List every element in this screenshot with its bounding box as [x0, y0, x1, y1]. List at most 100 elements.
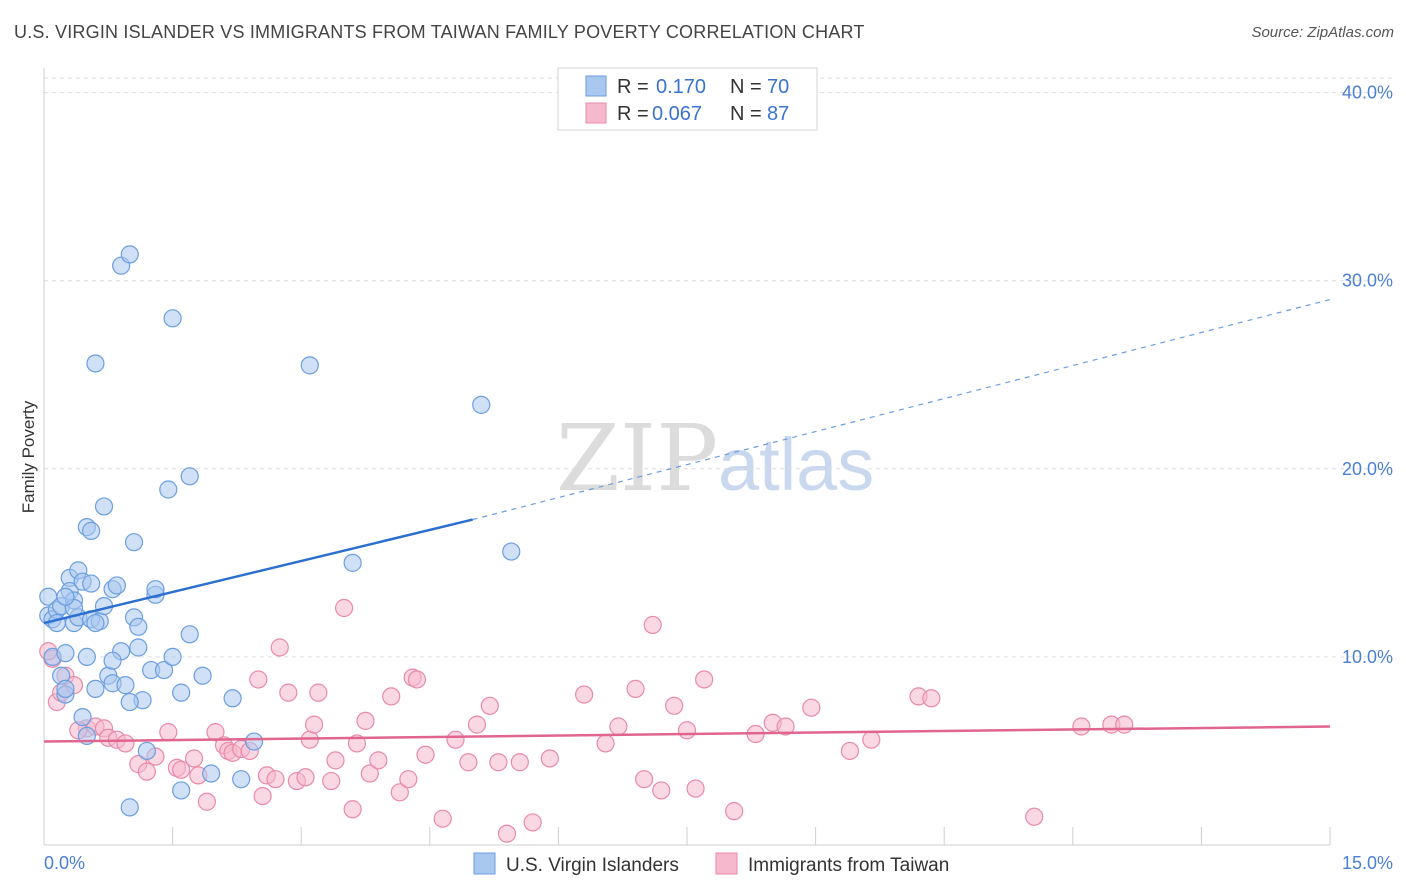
point-immigrants-from-taiwan: [695, 670, 714, 689]
trend-lines: [43, 298, 1331, 743]
y-tick-label: 40.0%: [1342, 83, 1393, 103]
point-immigrants-from-taiwan: [270, 638, 289, 657]
point-us-virgin-islanders: [180, 625, 199, 644]
trend-line-extension-us-virgin-islanders: [472, 298, 1331, 521]
y-tick-label: 30.0%: [1342, 271, 1393, 291]
point-immigrants-from-taiwan: [652, 781, 671, 800]
point-immigrants-from-taiwan: [596, 734, 615, 753]
series-legend: U.S. Virgin Islanders Immigrants from Ta…: [473, 852, 949, 876]
series-us-virgin-islanders: [39, 245, 521, 817]
point-us-virgin-islanders: [86, 613, 105, 633]
point-us-virgin-islanders: [82, 574, 101, 593]
point-immigrants-from-taiwan: [480, 696, 499, 715]
x-tick-labels: 0.0% 15.0%: [44, 853, 1393, 873]
point-immigrants-from-taiwan: [197, 792, 216, 811]
point-immigrants-from-taiwan: [416, 745, 435, 764]
point-immigrants-from-taiwan: [540, 749, 559, 768]
point-immigrants-from-taiwan: [459, 753, 478, 772]
point-us-virgin-islanders: [472, 395, 491, 414]
point-immigrants-from-taiwan: [725, 802, 744, 821]
point-us-virgin-islanders: [502, 542, 521, 561]
point-immigrants-from-taiwan: [382, 687, 401, 706]
y-tick-label: 10.0%: [1342, 647, 1393, 667]
point-immigrants-from-taiwan: [266, 770, 285, 789]
point-us-virgin-islanders: [129, 638, 148, 657]
point-us-virgin-islanders: [103, 651, 122, 670]
legend-r-value: 0.170: [656, 76, 706, 98]
point-us-virgin-islanders: [107, 576, 126, 595]
point-us-virgin-islanders: [172, 683, 191, 702]
watermark-atlas: atlas: [718, 423, 874, 506]
y-tick-labels: 10.0% 20.0% 30.0% 40.0%: [1342, 83, 1393, 667]
point-immigrants-from-taiwan: [467, 715, 487, 734]
point-us-virgin-islanders: [94, 497, 114, 516]
point-us-virgin-islanders: [120, 798, 139, 817]
point-immigrants-from-taiwan: [489, 753, 508, 772]
legend-n-value: 70: [767, 76, 789, 98]
y-tick-label: 20.0%: [1342, 459, 1393, 479]
point-us-virgin-islanders: [120, 245, 139, 264]
point-us-virgin-islanders: [180, 467, 199, 486]
point-us-virgin-islanders: [202, 764, 221, 783]
point-immigrants-from-taiwan: [862, 730, 881, 749]
point-us-virgin-islanders: [47, 613, 66, 633]
x-tick-label-max: 15.0%: [1342, 853, 1393, 873]
point-immigrants-from-taiwan: [523, 813, 542, 832]
point-immigrants-from-taiwan: [137, 762, 156, 781]
point-us-virgin-islanders: [159, 480, 178, 499]
point-immigrants-from-taiwan: [184, 749, 204, 768]
legend-n-label: N =: [730, 76, 762, 98]
point-immigrants-from-taiwan: [575, 685, 594, 704]
point-immigrants-from-taiwan: [840, 741, 859, 761]
point-immigrants-from-taiwan: [1072, 717, 1091, 736]
point-us-virgin-islanders: [86, 679, 105, 698]
watermark-zip: ZIP: [556, 405, 718, 512]
point-immigrants-from-taiwan: [326, 751, 345, 770]
point-us-virgin-islanders: [163, 647, 182, 667]
point-us-virgin-islanders: [343, 553, 362, 572]
point-immigrants-from-taiwan: [433, 809, 452, 828]
axis-layer: [43, 68, 1330, 846]
point-immigrants-from-taiwan: [309, 683, 328, 702]
point-immigrants-from-taiwan: [249, 670, 268, 689]
point-immigrants-from-taiwan: [609, 717, 628, 736]
point-immigrants-from-taiwan: [626, 679, 645, 698]
point-us-virgin-islanders: [82, 521, 101, 540]
point-us-virgin-islanders: [56, 587, 75, 606]
point-us-virgin-islanders: [232, 770, 251, 789]
legend-swatch-us-virgin-islanders: [473, 852, 496, 875]
point-us-virgin-islanders: [193, 666, 212, 685]
point-us-virgin-islanders: [146, 580, 165, 599]
point-us-virgin-islanders: [129, 617, 148, 636]
source-label: Source: ZipAtlas.com: [1251, 24, 1394, 41]
legend-n-value: 87: [767, 103, 789, 125]
legend-swatch-blue: [585, 75, 607, 97]
point-immigrants-from-taiwan: [304, 715, 324, 734]
point-immigrants-from-taiwan: [356, 711, 375, 730]
point-us-virgin-islanders: [300, 356, 319, 375]
point-us-virgin-islanders: [56, 679, 75, 698]
point-immigrants-from-taiwan: [635, 770, 654, 789]
x-tick-label-min: 0.0%: [44, 853, 85, 873]
point-immigrants-from-taiwan: [360, 764, 379, 783]
point-us-virgin-islanders: [163, 309, 182, 328]
point-immigrants-from-taiwan: [802, 698, 821, 717]
point-us-virgin-islanders: [77, 647, 96, 667]
point-immigrants-from-taiwan: [497, 824, 517, 843]
legend-swatch-immigrants-from-taiwan: [715, 852, 738, 875]
point-immigrants-from-taiwan: [116, 734, 135, 753]
point-immigrants-from-taiwan: [296, 768, 315, 787]
point-immigrants-from-taiwan: [922, 689, 941, 708]
legend-label-immigrants-from-taiwan: Immigrants from Taiwan: [748, 855, 949, 876]
point-immigrants-from-taiwan: [446, 730, 465, 749]
point-immigrants-from-taiwan: [1025, 807, 1044, 826]
point-immigrants-from-taiwan: [334, 598, 354, 618]
legend-swatch-pink: [585, 102, 607, 124]
point-us-virgin-islanders: [154, 660, 174, 680]
legend-n-label: N =: [730, 103, 762, 125]
series-immigrants-from-taiwan: [39, 598, 1134, 843]
point-us-virgin-islanders: [223, 689, 242, 708]
point-immigrants-from-taiwan: [322, 771, 341, 791]
point-immigrants-from-taiwan: [343, 800, 362, 819]
